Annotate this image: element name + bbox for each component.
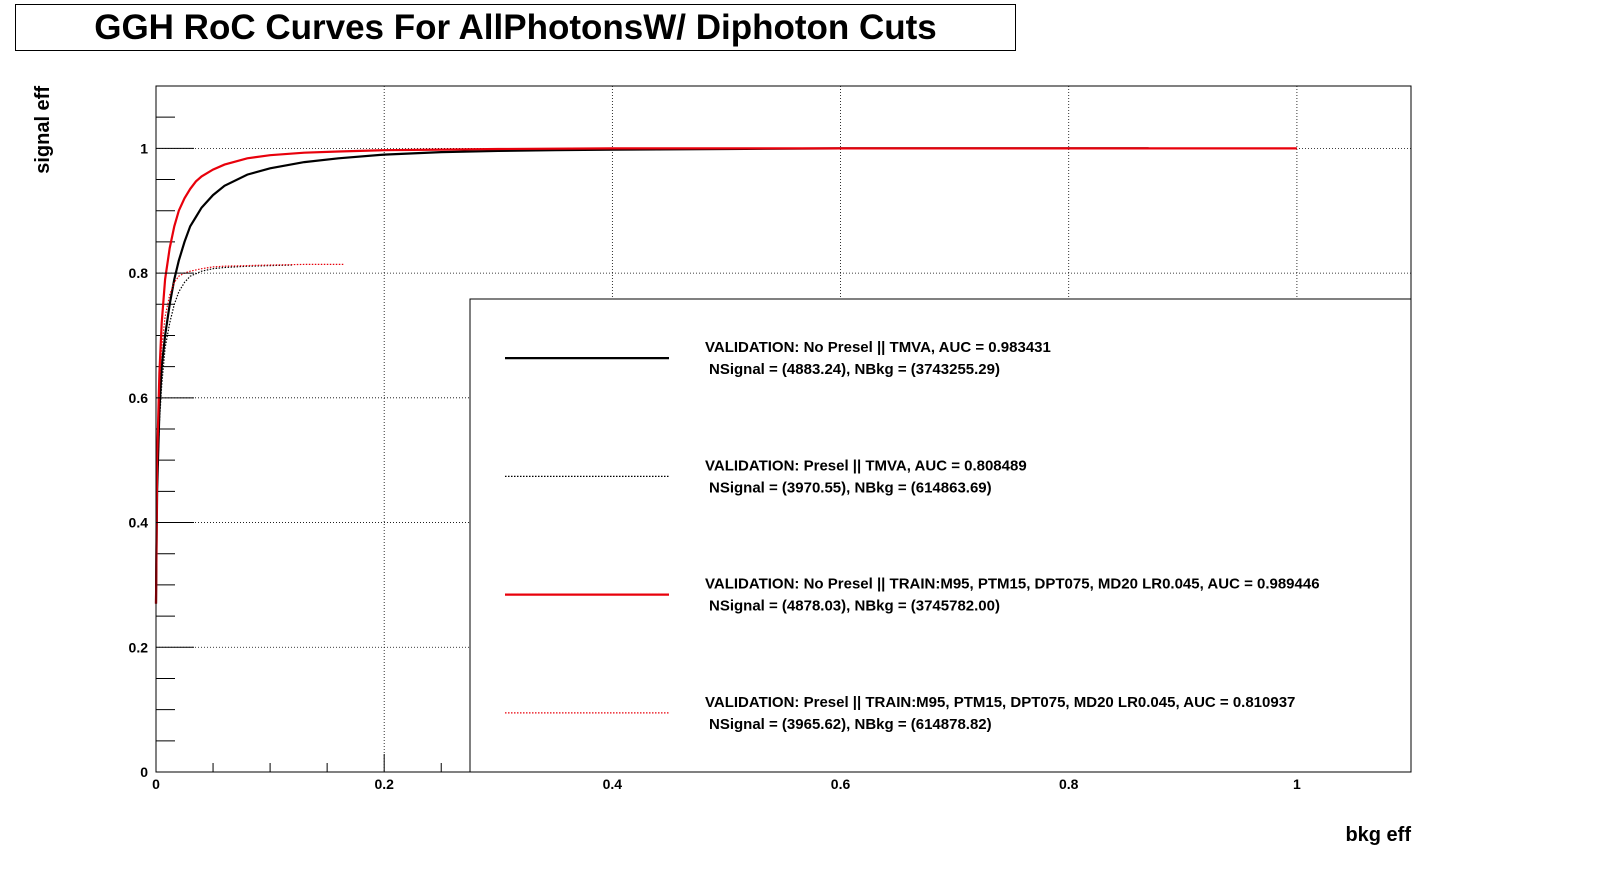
x-axis-title: bkg eff — [1345, 824, 1411, 846]
chart-title-box: GGH RoC Curves For AllPhotonsW/ Diphoton… — [15, 4, 1016, 51]
legend-entry-name: VALIDATION: Presel || TMVA, AUC = 0.8084… — [705, 457, 1027, 474]
y-tick-label: 0.6 — [129, 390, 149, 406]
curves — [154, 147, 1297, 604]
series-line-3 — [154, 147, 1297, 604]
y-tick-label: 0.2 — [129, 639, 149, 655]
legend-entry-stats: NSignal = (4878.03), NBkg = (3745782.00) — [709, 598, 1000, 615]
x-tick-label: 0.4 — [603, 776, 623, 792]
y-axis-ticks: 0 0.2 0.4 0.6 0.8 1 — [129, 140, 194, 780]
legend-entry-name: VALIDATION: Presel || TRAIN:M95, PTM15, … — [705, 694, 1295, 711]
y-tick-label: 0.8 — [129, 265, 149, 281]
x-tick-label: 0.6 — [831, 776, 851, 792]
x-tick-label: 0.8 — [1059, 776, 1079, 792]
y-tick-label: 0.4 — [129, 515, 149, 531]
legend-entry-name: VALIDATION: No Presel || TMVA, AUC = 0.9… — [705, 339, 1051, 356]
x-tick-label: 0 — [152, 776, 160, 792]
x-tick-label: 1 — [1293, 776, 1301, 792]
x-axis-ticks: 0 0.2 0.4 0.6 0.8 1 — [152, 754, 1301, 792]
y-tick-label: 1 — [140, 140, 148, 156]
y-axis-title: signal eff — [32, 86, 54, 174]
legend-box — [469, 298, 1412, 773]
y-tick-label: 0 — [140, 764, 148, 780]
legend: VALIDATION: No Presel || TMVA, AUC = 0.9… — [469, 298, 1412, 773]
series-line-2 — [155, 264, 293, 604]
legend-entry-name: VALIDATION: No Presel || TRAIN:M95, PTM1… — [705, 576, 1320, 593]
series-line-4 — [155, 263, 345, 604]
legend-entry-stats: NSignal = (3970.55), NBkg = (614863.69) — [709, 479, 992, 496]
chart-title: GGH RoC Curves For AllPhotonsW/ Diphoton… — [94, 8, 937, 47]
x-tick-label: 0.2 — [374, 776, 394, 792]
legend-entry-stats: NSignal = (3965.62), NBkg = (614878.82) — [709, 716, 992, 733]
legend-entry-stats: NSignal = (4883.24), NBkg = (3743255.29) — [709, 361, 1000, 378]
